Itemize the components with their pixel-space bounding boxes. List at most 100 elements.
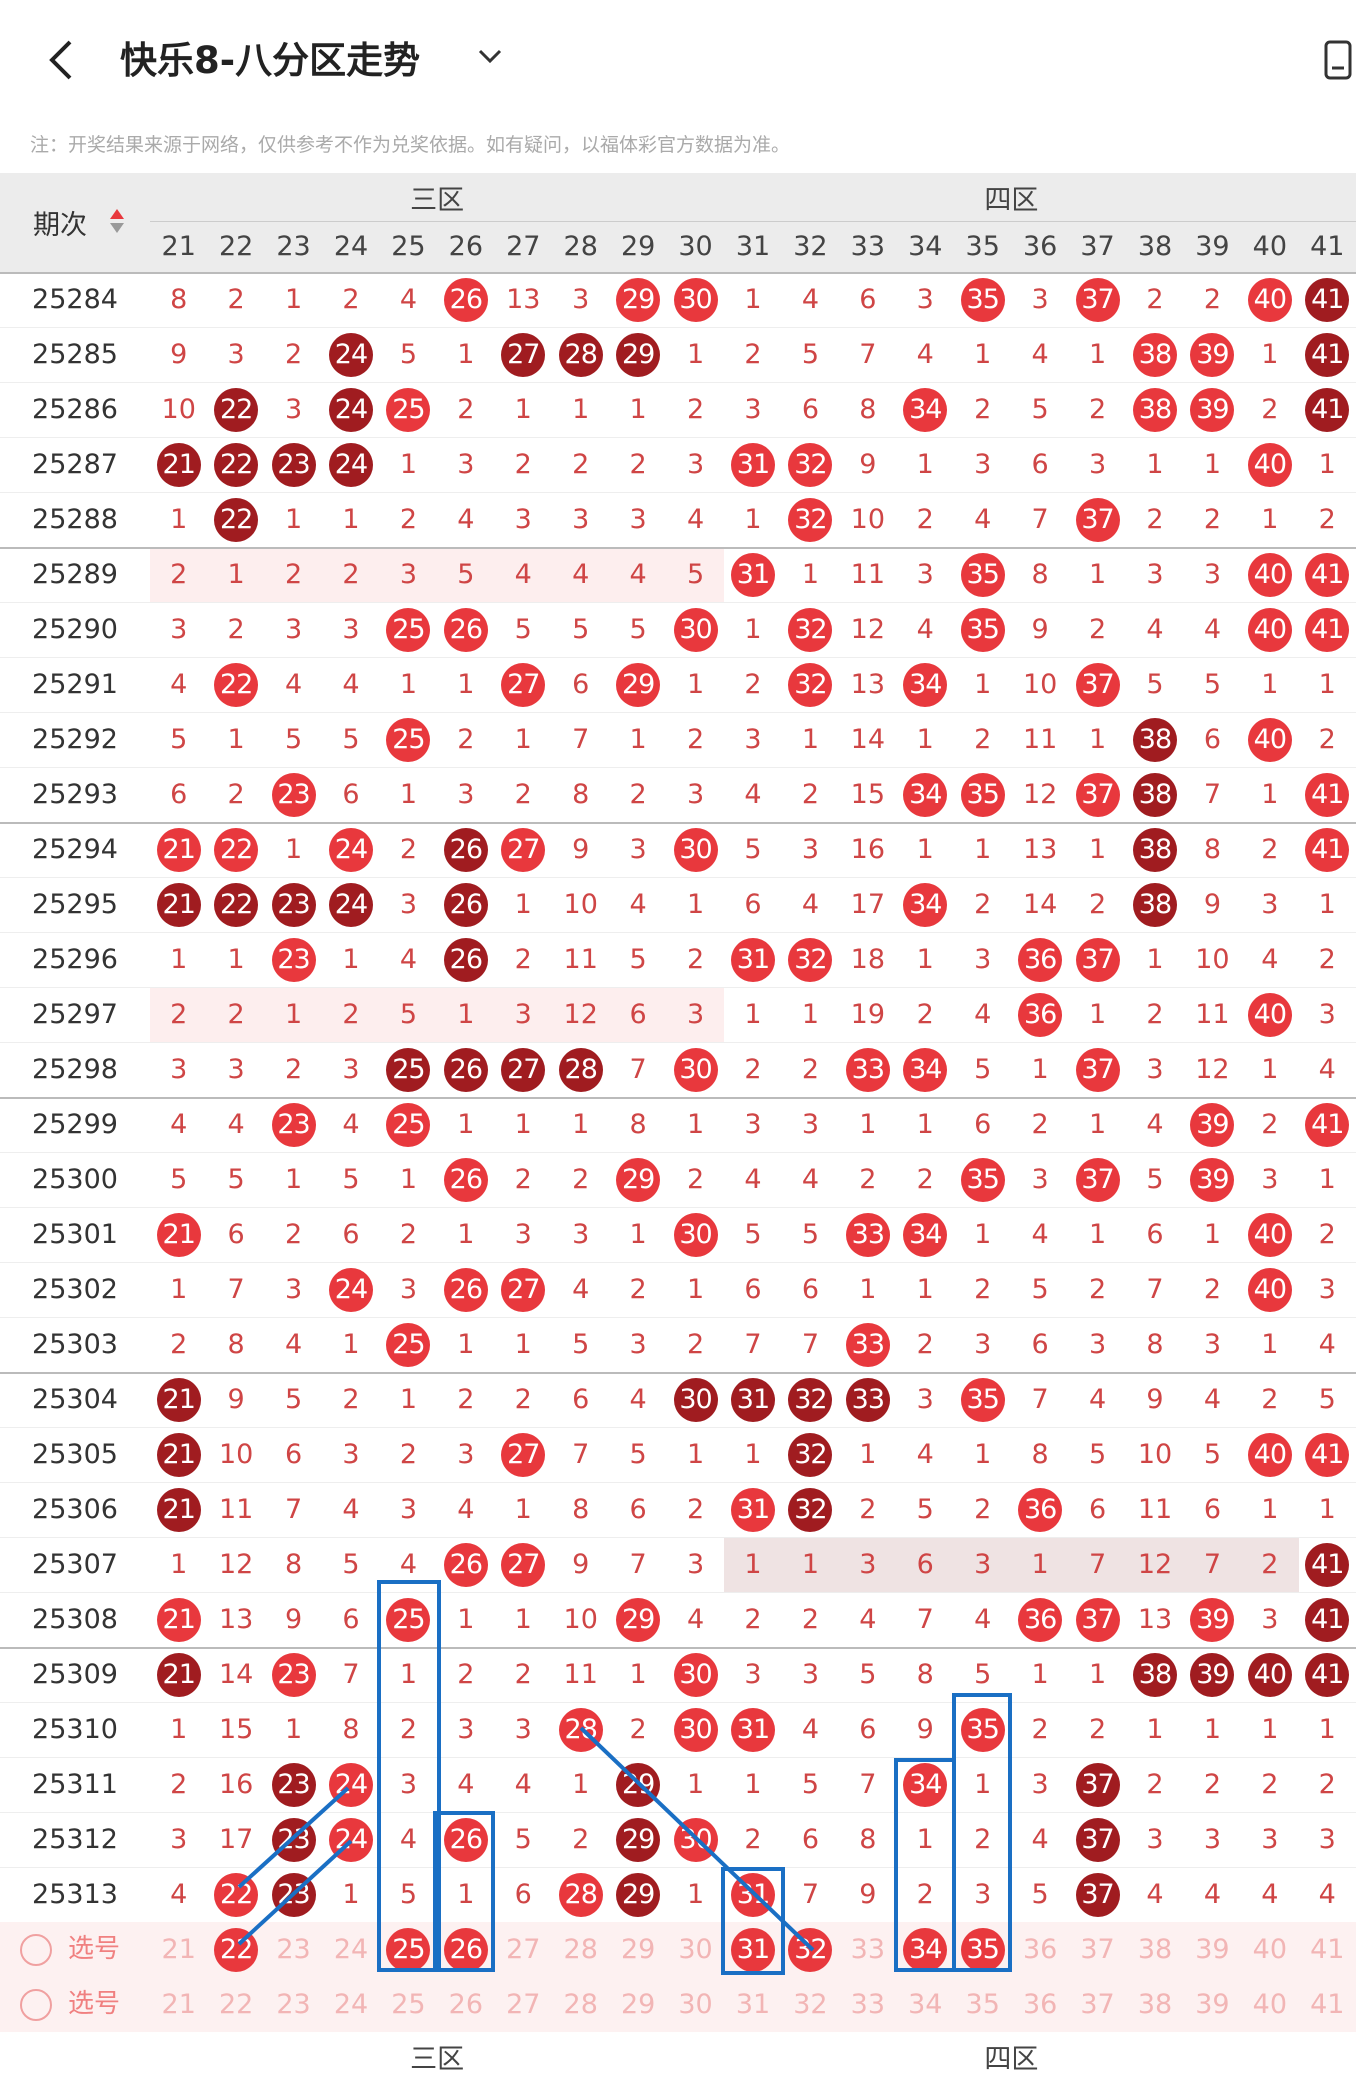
cell: 3 bbox=[437, 767, 494, 822]
drawn-number: 27 bbox=[501, 1542, 546, 1587]
period: 25306 bbox=[32, 1494, 118, 1525]
cell: 1 bbox=[1241, 1702, 1298, 1757]
omission-count: 41 bbox=[1310, 1934, 1345, 1965]
omission-count: 1 bbox=[629, 1219, 647, 1250]
omission-count: 2 bbox=[1261, 1549, 1279, 1580]
row-line bbox=[0, 712, 1356, 713]
drawn-number: 23 bbox=[271, 442, 316, 487]
omission-count: 11 bbox=[218, 1494, 254, 1525]
omission-count: 2 bbox=[170, 1769, 188, 1800]
cell: 22 bbox=[207, 877, 264, 932]
omission-count: 1 bbox=[457, 1604, 475, 1635]
cell: 1 bbox=[322, 932, 379, 987]
drawn-number: 34 bbox=[903, 1762, 948, 1807]
drawn-number: 39 bbox=[1190, 1597, 1235, 1642]
cell: 9 bbox=[265, 1592, 322, 1647]
omission-count: 1 bbox=[572, 1109, 590, 1140]
omission-count: 1 bbox=[686, 1274, 705, 1305]
drawn-number: 31 bbox=[730, 552, 775, 597]
cell: 24 bbox=[322, 1922, 379, 1977]
drawn-number: 33 bbox=[845, 1322, 890, 1367]
omission-count: 2 bbox=[1318, 724, 1336, 755]
cell: 31 bbox=[724, 1482, 781, 1537]
omission-count: 4 bbox=[1261, 1879, 1279, 1910]
omission-count: 5 bbox=[284, 1384, 303, 1415]
omission-count: 1 bbox=[227, 944, 245, 975]
omission-count: 7 bbox=[1203, 1549, 1221, 1580]
omission-count: 4 bbox=[284, 1329, 303, 1360]
cell: 32 bbox=[782, 1482, 839, 1537]
drawn-number: 26 bbox=[443, 827, 488, 872]
row-line bbox=[0, 492, 1356, 493]
cell: 3 bbox=[380, 877, 437, 932]
omission-count: 8 bbox=[1031, 1439, 1049, 1470]
omission-count: 1 bbox=[514, 1604, 532, 1635]
omission-count: 1 bbox=[1261, 1054, 1279, 1085]
cell: 3 bbox=[667, 1537, 724, 1592]
cell: 7 bbox=[782, 1867, 839, 1922]
omission-count: 11 bbox=[563, 1659, 598, 1690]
cell: 8 bbox=[1184, 822, 1241, 877]
cell: 33 bbox=[839, 1372, 896, 1427]
omission-count: 1 bbox=[1088, 999, 1107, 1030]
cell: 1 bbox=[897, 1262, 954, 1317]
select-radio[interactable] bbox=[20, 1989, 52, 2021]
drawn-number: 21 bbox=[156, 882, 201, 927]
omission-count: 4 bbox=[686, 504, 705, 535]
omission-count: 1 bbox=[1088, 1109, 1107, 1140]
cell: 9 bbox=[1011, 602, 1068, 657]
omission-count: 1 bbox=[1031, 1659, 1049, 1690]
cell: 41 bbox=[1299, 767, 1356, 822]
omission-count: 1 bbox=[457, 1879, 475, 1910]
omission-count: 4 bbox=[1318, 1879, 1336, 1910]
cell: 1 bbox=[839, 1262, 896, 1317]
cell: 12 bbox=[1011, 767, 1068, 822]
cell: 4 bbox=[495, 547, 552, 602]
cell: 29 bbox=[609, 1757, 666, 1812]
omission-count: 2 bbox=[974, 1274, 992, 1305]
omission-count: 3 bbox=[744, 724, 762, 755]
cell: 1 bbox=[265, 1152, 322, 1207]
cell: 39 bbox=[1184, 382, 1241, 437]
drawn-number: 31 bbox=[730, 1377, 775, 1422]
omission-count: 2 bbox=[859, 1164, 877, 1195]
period: 25290 bbox=[32, 614, 118, 645]
header-bg bbox=[0, 173, 1356, 272]
cell: 22 bbox=[207, 1867, 264, 1922]
back-button[interactable] bbox=[40, 36, 80, 84]
cell: 1 bbox=[265, 272, 322, 327]
cell: 25 bbox=[380, 1977, 437, 2032]
menu-icon[interactable] bbox=[1322, 38, 1356, 82]
omission-count: 11 bbox=[1195, 999, 1230, 1030]
cell: 31 bbox=[724, 437, 781, 492]
omission-count: 6 bbox=[1031, 449, 1049, 480]
omission-count: 7 bbox=[1203, 779, 1221, 810]
cell: 39 bbox=[1184, 1977, 1241, 2032]
omission-count: 2 bbox=[514, 449, 532, 480]
cell: 30 bbox=[667, 1922, 724, 1977]
dropdown[interactable] bbox=[476, 46, 504, 66]
note: 注：开奖结果来源于网络，仅供参考不作为兑奖依据。如有疑问，以福体彩官方数据为准。 bbox=[30, 134, 791, 156]
drawn-number: 35 bbox=[960, 1707, 1005, 1752]
cell: 1 bbox=[495, 1317, 552, 1372]
cell: 1 bbox=[609, 1207, 666, 1262]
omission-count: 1 bbox=[686, 1109, 705, 1140]
row-line bbox=[0, 1647, 1356, 1649]
omission-count: 10 bbox=[1195, 944, 1230, 975]
cell: 24 bbox=[322, 877, 379, 932]
omission-count: 1 bbox=[801, 559, 819, 590]
cell: 4 bbox=[265, 1317, 322, 1372]
omission-count: 4 bbox=[514, 559, 532, 590]
select-radio[interactable] bbox=[20, 1934, 52, 1966]
cell: 3 bbox=[1126, 547, 1183, 602]
cell: 3 bbox=[609, 492, 666, 547]
omission-count: 1 bbox=[572, 1769, 590, 1800]
drawn-number: 38 bbox=[1132, 717, 1177, 762]
cell: 1 bbox=[1299, 877, 1356, 932]
omission-count: 3 bbox=[342, 1439, 360, 1470]
cell: 5 bbox=[724, 822, 781, 877]
omission-count: 7 bbox=[744, 1329, 762, 1360]
omission-count: 2 bbox=[227, 779, 245, 810]
cell: 5 bbox=[897, 1482, 954, 1537]
omission-count: 3 bbox=[227, 339, 245, 370]
